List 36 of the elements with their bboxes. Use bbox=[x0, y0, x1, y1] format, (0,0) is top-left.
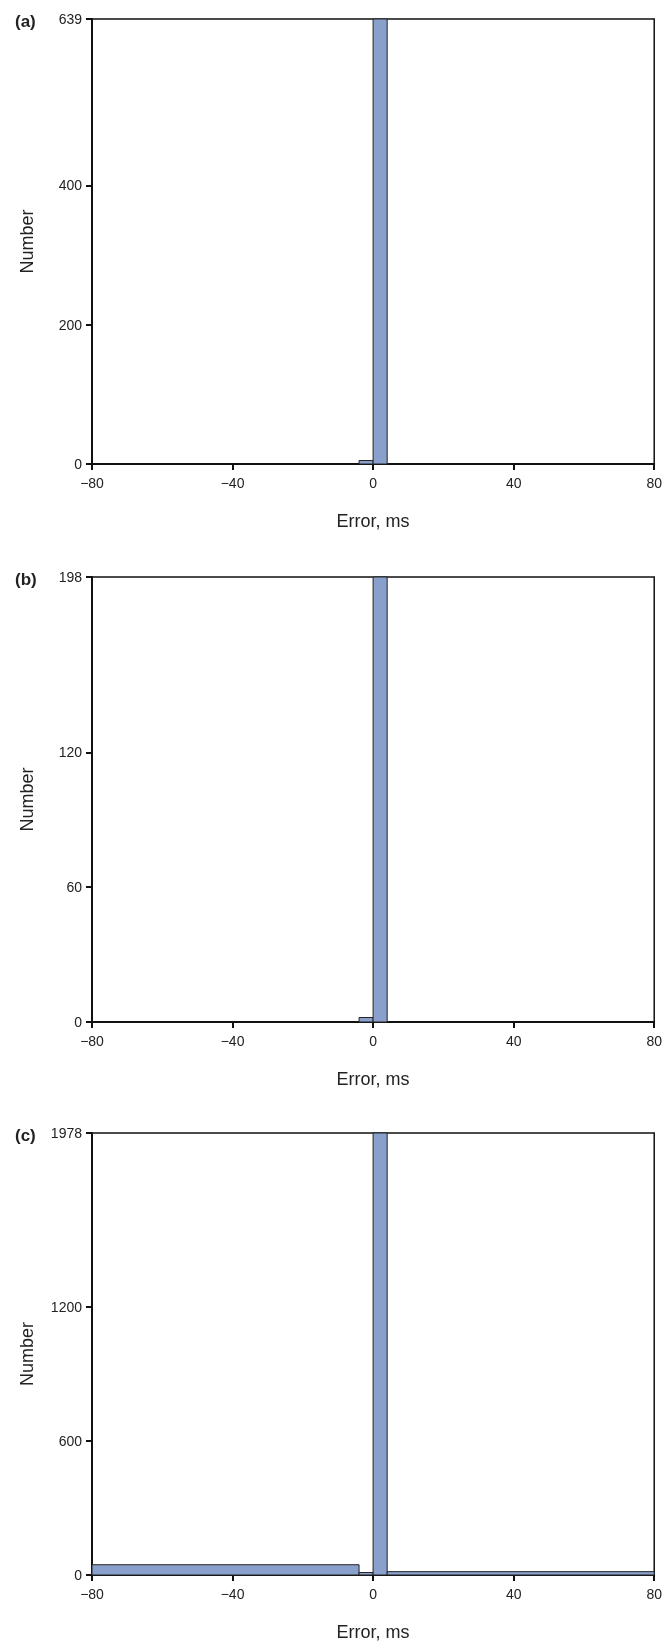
x-tick-label: 80 bbox=[646, 1586, 663, 1602]
x-tick-label: −80 bbox=[80, 1586, 105, 1602]
y-tick-label: 1200 bbox=[50, 1298, 83, 1315]
y-axis-title: Number bbox=[17, 767, 37, 832]
x-tick-label: 0 bbox=[369, 475, 378, 491]
y-tick-label: 0 bbox=[74, 456, 83, 472]
y-tick-label: 1978 bbox=[50, 1125, 83, 1141]
x-tick-label: 0 bbox=[369, 1033, 378, 1049]
x-tick-label: −80 bbox=[80, 1033, 105, 1049]
chart-title: (c) bbox=[15, 1126, 36, 1145]
y-tick-label: 200 bbox=[58, 316, 83, 333]
x-axis-title: Error, ms bbox=[336, 1622, 410, 1642]
x-tick-label: 40 bbox=[505, 1033, 522, 1049]
y-tick-label: 400 bbox=[58, 177, 83, 194]
y-tick-label: 0 bbox=[74, 1567, 83, 1583]
x-tick-label: −40 bbox=[220, 1586, 245, 1602]
x-tick-label: −40 bbox=[220, 475, 245, 491]
y-tick-label: 0 bbox=[74, 1014, 83, 1030]
y-tick-label: 120 bbox=[58, 744, 83, 761]
x-tick-label: 80 bbox=[646, 1033, 663, 1049]
chart-title: (b) bbox=[15, 570, 37, 589]
y-tick-label: 600 bbox=[58, 1432, 83, 1449]
chart-title: (a) bbox=[15, 12, 36, 31]
x-tick-label: 40 bbox=[505, 475, 522, 491]
y-tick-label: 60 bbox=[66, 879, 83, 896]
x-axis-title: Error, ms bbox=[336, 1069, 410, 1089]
x-tick-label: 0 bbox=[369, 1586, 378, 1602]
y-axis-title: Number bbox=[17, 1321, 37, 1387]
y-tick-label: 639 bbox=[58, 11, 83, 27]
x-tick-label: 40 bbox=[505, 1586, 522, 1602]
x-tick-label: −80 bbox=[80, 475, 105, 491]
y-axis-title: Number bbox=[17, 209, 37, 274]
x-axis-title: Error, ms bbox=[336, 511, 410, 531]
x-tick-label: −40 bbox=[220, 1033, 245, 1049]
y-tick-label: 198 bbox=[58, 569, 83, 585]
x-tick-label: 80 bbox=[646, 475, 663, 491]
